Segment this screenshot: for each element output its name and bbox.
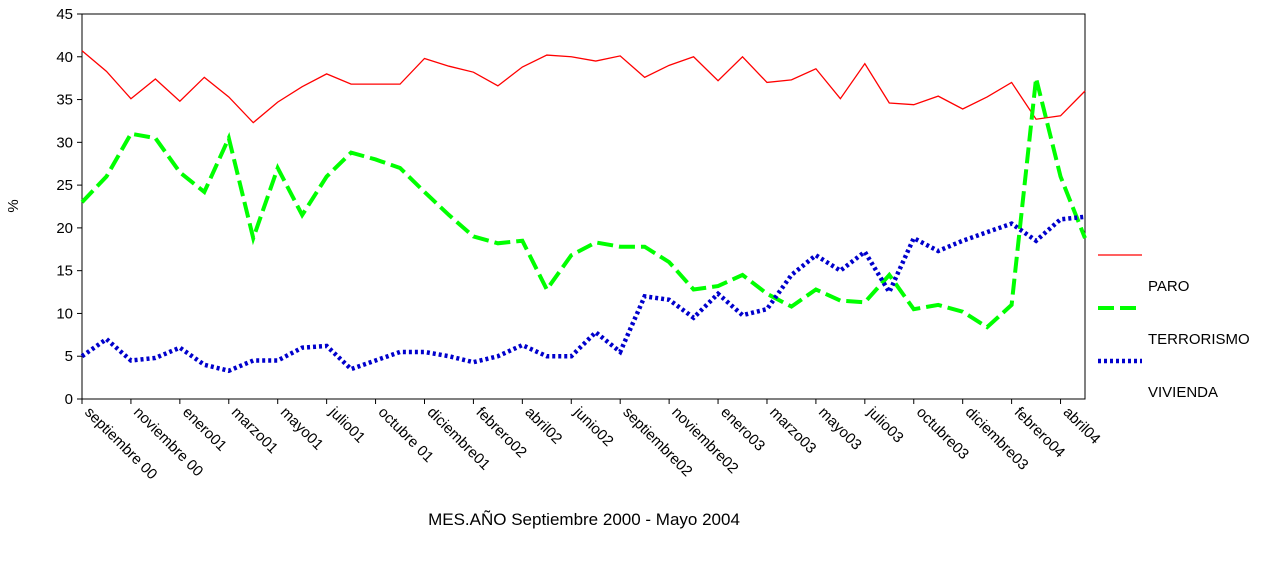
- x-tick-label: abril02: [522, 404, 566, 448]
- x-tick-label: junio02: [570, 403, 617, 450]
- series-line: [81, 50, 1086, 124]
- x-axis-label: MES.AÑO Septiembre 2000 - Mayo 2004: [428, 510, 740, 529]
- x-tick-label: julio03: [863, 403, 906, 446]
- y-tick-label: 35: [56, 92, 73, 109]
- series-line: [80, 77, 1087, 330]
- y-tick-label: 25: [56, 177, 73, 194]
- x-tick-label: marzo03: [766, 404, 819, 457]
- y-tick-label: 40: [56, 49, 73, 66]
- x-tick-label: abril04: [1060, 404, 1104, 448]
- y-tick-label: 30: [56, 134, 73, 151]
- x-tick-label: octubre03: [913, 404, 972, 463]
- y-tick-label: 0: [65, 391, 73, 408]
- y-tick-label: 20: [56, 220, 73, 237]
- legend-label: PARO: [1148, 278, 1189, 295]
- y-tick-label: 45: [56, 6, 73, 23]
- y-axis-label: %: [5, 199, 22, 212]
- x-tick-label: marzo01: [228, 404, 281, 457]
- legend-label: VIVIENDA: [1148, 384, 1218, 401]
- legend-label: TERRORISMO: [1148, 331, 1250, 348]
- series-line: [80, 214, 1086, 374]
- plot-frame: [81, 13, 1086, 400]
- x-tick-label: mayo03: [815, 404, 865, 454]
- y-tick-label: 10: [56, 305, 73, 322]
- x-tick-label: mayo01: [277, 404, 327, 454]
- x-tick-label: julio01: [325, 403, 368, 446]
- y-tick-label: 15: [56, 263, 73, 280]
- y-tick-label: 5: [65, 348, 73, 365]
